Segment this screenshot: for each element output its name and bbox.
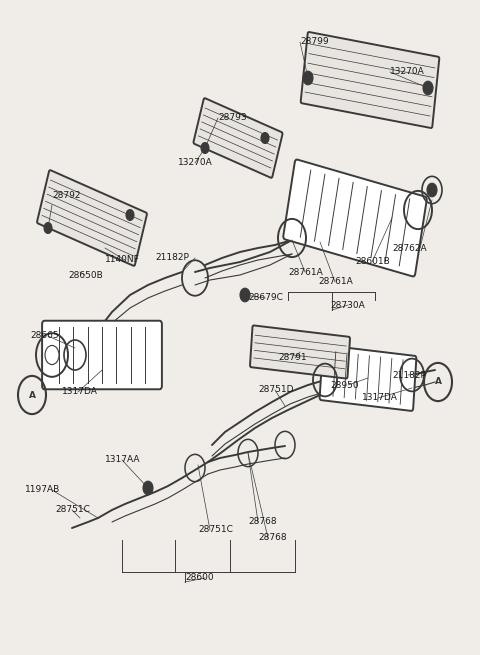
- Circle shape: [126, 210, 134, 221]
- Text: 1317DA: 1317DA: [362, 394, 398, 403]
- Text: 1140NF: 1140NF: [105, 255, 140, 265]
- FancyBboxPatch shape: [42, 321, 162, 389]
- Text: 28791: 28791: [278, 354, 307, 362]
- Text: A: A: [28, 390, 36, 400]
- Text: 28600: 28600: [185, 574, 214, 582]
- Text: 28950: 28950: [330, 381, 359, 390]
- Text: 28768: 28768: [248, 517, 276, 527]
- FancyBboxPatch shape: [37, 170, 147, 266]
- FancyBboxPatch shape: [320, 345, 416, 411]
- Text: 28751D: 28751D: [258, 386, 293, 394]
- Text: 1317DA: 1317DA: [62, 388, 98, 396]
- Circle shape: [423, 81, 433, 95]
- Text: 28799: 28799: [300, 37, 329, 47]
- Circle shape: [261, 132, 269, 143]
- Text: 1317AA: 1317AA: [105, 455, 141, 464]
- Text: 28751C: 28751C: [55, 506, 90, 514]
- FancyBboxPatch shape: [283, 160, 427, 276]
- Circle shape: [201, 143, 209, 153]
- Circle shape: [427, 183, 437, 196]
- Text: 1197AB: 1197AB: [25, 485, 60, 495]
- Circle shape: [143, 481, 153, 495]
- Text: 28762A: 28762A: [392, 244, 427, 252]
- Text: 28793: 28793: [218, 113, 247, 122]
- Text: 28665: 28665: [30, 331, 59, 341]
- Text: 28761A: 28761A: [288, 267, 323, 276]
- Text: 21182P: 21182P: [155, 253, 189, 263]
- Text: 28751C: 28751C: [198, 525, 233, 534]
- Text: 28792: 28792: [52, 191, 81, 200]
- FancyBboxPatch shape: [250, 326, 350, 379]
- Circle shape: [303, 71, 313, 85]
- Text: 28679C: 28679C: [248, 293, 283, 303]
- FancyBboxPatch shape: [300, 32, 439, 128]
- Text: 28650B: 28650B: [68, 271, 103, 280]
- Text: A: A: [434, 377, 442, 386]
- FancyBboxPatch shape: [193, 98, 283, 178]
- Text: 21182P: 21182P: [392, 371, 426, 379]
- Circle shape: [240, 288, 250, 302]
- Text: 13270A: 13270A: [390, 67, 425, 77]
- Text: 28601B: 28601B: [355, 257, 390, 267]
- Text: 28730A: 28730A: [330, 301, 365, 310]
- Text: 13270A: 13270A: [178, 159, 213, 168]
- Text: 28761A: 28761A: [318, 278, 353, 286]
- Text: 28768: 28768: [258, 534, 287, 542]
- Circle shape: [44, 223, 52, 233]
